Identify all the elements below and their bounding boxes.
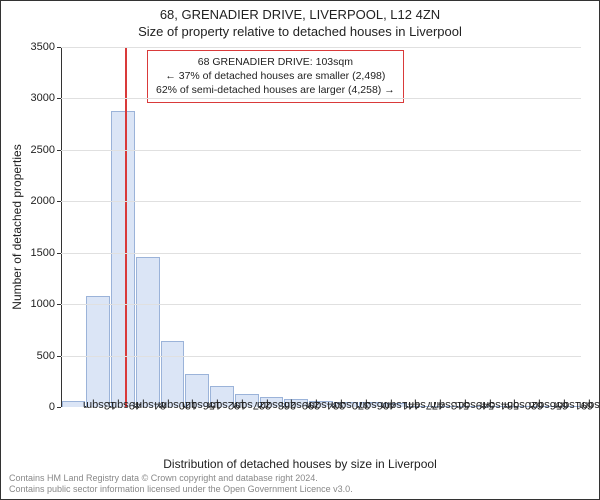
ytick-label: 2500 (31, 144, 61, 156)
footer-line-1: Contains HM Land Registry data © Crown c… (9, 473, 353, 484)
title-line-1: 68, GRENADIER DRIVE, LIVERPOOL, L12 4ZN (1, 7, 599, 22)
grid-line (61, 98, 581, 99)
ytick-label: 0 (49, 401, 61, 413)
ytick-label: 3000 (31, 92, 61, 104)
y-axis-label: Number of detached properties (10, 144, 24, 309)
grid-line (61, 253, 581, 254)
footer-line-2: Contains public sector information licen… (9, 484, 353, 495)
histogram-bar (161, 341, 185, 407)
grid-line (61, 356, 581, 357)
ytick-label: 2000 (31, 195, 61, 207)
histogram-bar (111, 111, 135, 407)
histogram-bar (62, 401, 86, 407)
grid-line (61, 201, 581, 202)
annotation-box: 68 GRENADIER DRIVE: 103sqm ← 37% of deta… (147, 50, 404, 103)
grid-line (61, 150, 581, 151)
chart-container: 68, GRENADIER DRIVE, LIVERPOOL, L12 4ZN … (0, 0, 600, 500)
annotation-line-3: 62% of semi-detached houses are larger (… (156, 83, 395, 97)
footer-attribution: Contains HM Land Registry data © Crown c… (9, 473, 353, 495)
annotation-line-2: ← 37% of detached houses are smaller (2,… (156, 69, 395, 83)
ytick-label: 1000 (31, 298, 61, 310)
property-marker-line (125, 47, 127, 407)
plot-area: 68 GRENADIER DRIVE: 103sqm ← 37% of deta… (61, 47, 581, 407)
ytick-label: 3500 (31, 41, 61, 53)
grid-line (61, 304, 581, 305)
ytick-label: 500 (37, 350, 61, 362)
title-line-2: Size of property relative to detached ho… (1, 24, 599, 39)
histogram-bar (136, 257, 160, 407)
annotation-line-1: 68 GRENADIER DRIVE: 103sqm (156, 55, 395, 69)
x-axis-label: Distribution of detached houses by size … (1, 457, 599, 471)
histogram-bar (86, 296, 110, 407)
grid-line (61, 47, 581, 48)
ytick-label: 1500 (31, 247, 61, 259)
